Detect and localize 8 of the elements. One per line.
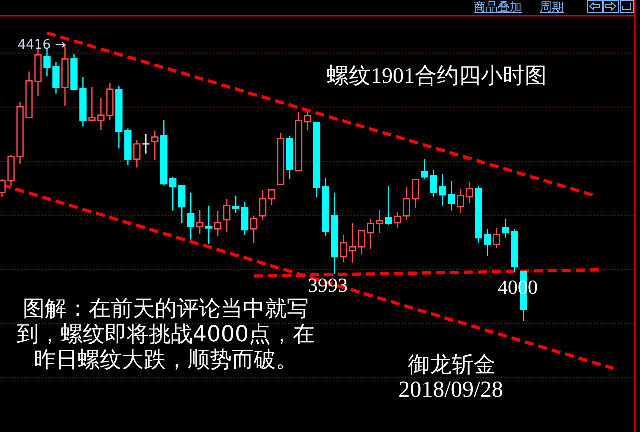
title: 螺纹1901合约四小时图 (327, 63, 547, 88)
annotation: 御龙斩金 (408, 352, 496, 377)
annotation: 4416 → (18, 38, 66, 53)
annotation: 图解：在前天的评论当中就写到，螺纹即将挑战4000点，在昨日螺纹大跌，顺势而破。 (17, 297, 315, 373)
annotation: 周期 (540, 0, 564, 14)
annotation: 3993 (308, 275, 348, 297)
annotation: 商品叠加 (474, 0, 522, 14)
annotation: 2018/09/28 (398, 377, 504, 402)
